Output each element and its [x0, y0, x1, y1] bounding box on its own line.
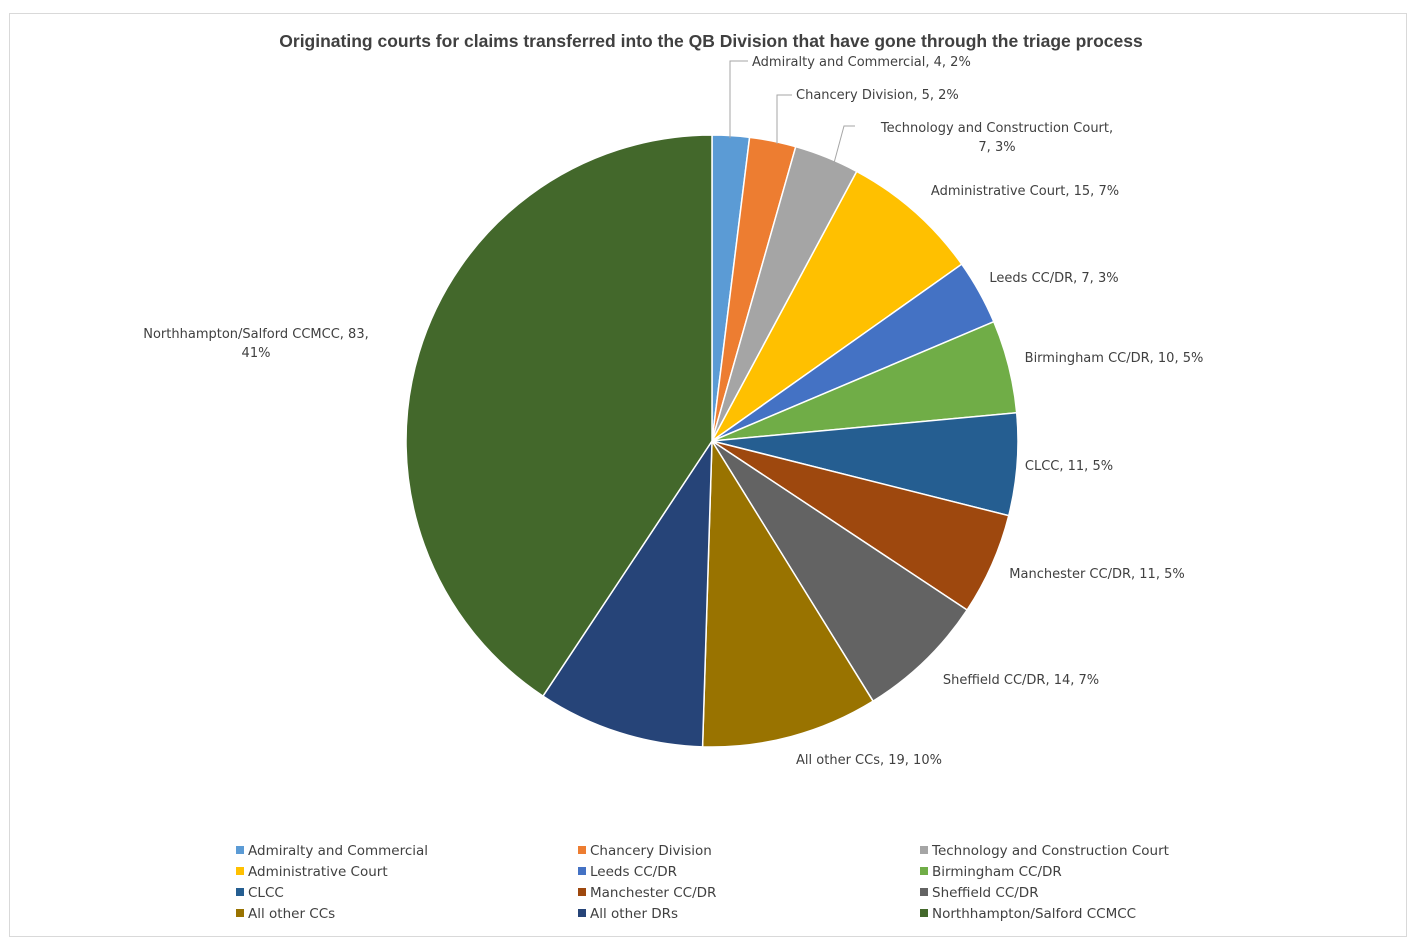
legend-label-admiralty-and-commercial: Admiralty and Commercial — [248, 843, 428, 859]
data-label-birmingham-cc-dr: Birmingham CC/DR, 10, 5% — [1025, 351, 1204, 366]
legend-swatch-technology-and-construction-court — [920, 846, 928, 854]
data-label-technology-and-construction-court: Technology and Construction Court, 7, 3% — [880, 121, 1113, 155]
legend-label-leeds-cc-dr: Leeds CC/DR — [590, 864, 677, 880]
legend-swatch-all-other-drs — [578, 909, 586, 917]
legend-label-all-other-drs: All other DRs — [590, 906, 678, 922]
legend-label-all-other-ccs: All other CCs — [248, 906, 335, 922]
legend-swatch-admiralty-and-commercial — [236, 846, 244, 854]
data-label-manchester-cc-dr: Manchester CC/DR, 11, 5% — [1009, 567, 1184, 582]
legend-swatch-northhampton-salford-ccmcc — [920, 909, 928, 917]
pie-slice-sheffield-cc-dr — [711, 440, 969, 703]
data-label-clcc: CLCC, 11, 5% — [1025, 459, 1113, 474]
legend-label-technology-and-construction-court: Technology and Construction Court — [931, 843, 1169, 859]
legend-label-manchester-cc-dr: Manchester CC/DR — [590, 885, 716, 901]
legend: Admiralty and Commercial Chancery Divisio… — [236, 843, 1169, 922]
legend-swatch-clcc — [236, 888, 244, 896]
data-label-chancery-division: Chancery Division, 5, 2% — [796, 88, 959, 103]
data-label-leeds-cc-dr: Leeds CC/DR, 7, 3% — [989, 271, 1118, 286]
leader-line-admiralty-and-commercial — [729, 60, 748, 138]
legend-swatch-leeds-cc-dr — [578, 867, 586, 875]
data-labels: Admiralty and Commercial, 4, 2% Chancery … — [143, 55, 1203, 768]
pie-slices — [405, 134, 1019, 748]
leader-lines — [729, 60, 855, 164]
chart-title: Originating courts for claims transferre… — [279, 31, 1143, 51]
legend-label-administrative-court: Administrative Court — [248, 864, 388, 880]
leader-line-technology-and-construction-court — [833, 125, 855, 164]
pie-slice-all-other-ccs — [701, 438, 875, 748]
data-label-administrative-court: Administrative Court, 15, 7% — [931, 184, 1119, 199]
legend-label-birmingham-cc-dr: Birmingham CC/DR — [932, 864, 1062, 880]
pie-slice-administrative-court — [711, 170, 963, 442]
legend-swatch-chancery-division — [578, 846, 586, 854]
legend-swatch-birmingham-cc-dr — [920, 867, 928, 875]
pie-slice-all-other-drs — [541, 438, 713, 748]
legend-swatch-manchester-cc-dr — [578, 888, 586, 896]
data-label-northhampton-salford-ccmcc: Northhampton/Salford CCMCC, 83, 41% — [143, 327, 368, 361]
pie-slice-northhampton-salford-ccmcc — [405, 134, 713, 698]
legend-label-clcc: CLCC — [248, 885, 284, 901]
data-label-sheffield-cc-dr: Sheffield CC/DR, 14, 7% — [943, 673, 1099, 688]
legend-swatch-sheffield-cc-dr — [920, 888, 928, 896]
legend-label-northhampton-salford-ccmcc: Northhampton/Salford CCMCC — [932, 906, 1136, 922]
legend-swatch-all-other-ccs — [236, 909, 244, 917]
legend-label-chancery-division: Chancery Division — [590, 843, 712, 859]
leader-line-chancery-division — [776, 94, 792, 144]
legend-swatch-administrative-court — [236, 867, 244, 875]
legend-label-sheffield-cc-dr: Sheffield CC/DR — [932, 885, 1039, 901]
data-label-all-other-ccs: All other CCs, 19, 10% — [796, 753, 942, 768]
data-label-admiralty-and-commercial: Admiralty and Commercial, 4, 2% — [752, 55, 971, 70]
